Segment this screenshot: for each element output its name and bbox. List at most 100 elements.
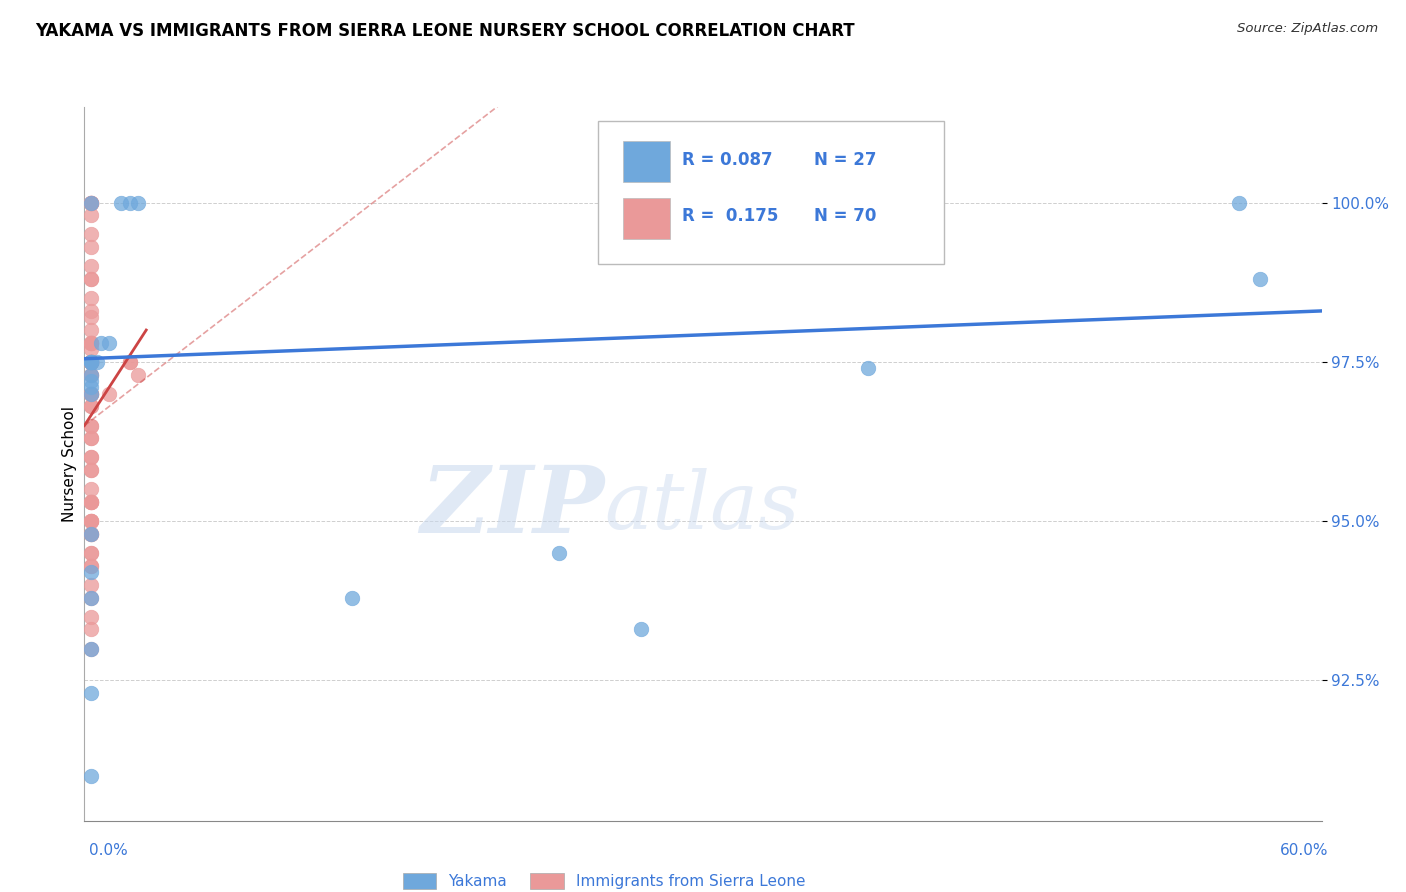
- Point: [79, 355, 101, 369]
- Point: [79, 386, 101, 401]
- Point: [79, 495, 101, 509]
- Point: [79, 355, 101, 369]
- Text: Source: ZipAtlas.com: Source: ZipAtlas.com: [1237, 22, 1378, 36]
- Point: [79, 527, 101, 541]
- Point: [79, 355, 101, 369]
- Point: [79, 558, 101, 573]
- Point: [79, 623, 101, 637]
- Point: [79, 342, 101, 356]
- Point: [79, 463, 101, 477]
- Text: 0.0%: 0.0%: [89, 843, 128, 858]
- Point: [98, 386, 121, 401]
- Point: [1249, 272, 1271, 286]
- Point: [79, 609, 101, 624]
- Point: [79, 483, 101, 497]
- Point: [79, 310, 101, 325]
- Point: [79, 323, 101, 337]
- FancyBboxPatch shape: [623, 198, 669, 239]
- Text: N = 70: N = 70: [814, 207, 877, 225]
- Point: [127, 368, 149, 382]
- Point: [79, 272, 101, 286]
- Point: [79, 195, 101, 210]
- Point: [79, 260, 101, 274]
- Point: [79, 355, 101, 369]
- Point: [110, 195, 132, 210]
- Point: [79, 195, 101, 210]
- Point: [79, 431, 101, 445]
- Point: [79, 495, 101, 509]
- Point: [79, 368, 101, 382]
- Point: [79, 514, 101, 528]
- Point: [79, 335, 101, 350]
- Point: [79, 769, 101, 783]
- Point: [79, 368, 101, 382]
- Point: [118, 195, 141, 210]
- Point: [79, 380, 101, 394]
- Point: [79, 195, 101, 210]
- FancyBboxPatch shape: [623, 141, 669, 182]
- Point: [79, 335, 101, 350]
- Legend: Yakama, Immigrants from Sierra Leone: Yakama, Immigrants from Sierra Leone: [396, 867, 811, 892]
- Point: [856, 361, 879, 376]
- Point: [79, 495, 101, 509]
- Point: [79, 495, 101, 509]
- Point: [79, 641, 101, 656]
- Point: [79, 355, 101, 369]
- Point: [98, 335, 121, 350]
- Point: [127, 195, 149, 210]
- Point: [79, 514, 101, 528]
- Point: [79, 386, 101, 401]
- Point: [79, 355, 101, 369]
- Point: [79, 355, 101, 369]
- Point: [79, 355, 101, 369]
- Point: [79, 591, 101, 605]
- Point: [79, 374, 101, 388]
- Point: [79, 355, 101, 369]
- Point: [79, 355, 101, 369]
- Point: [1227, 195, 1250, 210]
- Point: [118, 355, 141, 369]
- Point: [79, 686, 101, 700]
- FancyBboxPatch shape: [598, 121, 945, 264]
- Point: [79, 450, 101, 465]
- Point: [79, 418, 101, 433]
- Text: 60.0%: 60.0%: [1281, 843, 1329, 858]
- Point: [79, 335, 101, 350]
- Point: [90, 335, 112, 350]
- Text: ZIP: ZIP: [420, 462, 605, 551]
- Point: [79, 335, 101, 350]
- Point: [79, 386, 101, 401]
- Point: [79, 195, 101, 210]
- Point: [79, 355, 101, 369]
- Point: [79, 208, 101, 222]
- Point: [79, 514, 101, 528]
- Point: [342, 591, 364, 605]
- Text: YAKAMA VS IMMIGRANTS FROM SIERRA LEONE NURSERY SCHOOL CORRELATION CHART: YAKAMA VS IMMIGRANTS FROM SIERRA LEONE N…: [35, 22, 855, 40]
- Point: [79, 272, 101, 286]
- Point: [79, 195, 101, 210]
- Point: [118, 355, 141, 369]
- Text: R = 0.087: R = 0.087: [682, 151, 772, 169]
- Point: [79, 195, 101, 210]
- Point: [79, 450, 101, 465]
- Point: [547, 546, 569, 560]
- Point: [79, 546, 101, 560]
- Point: [79, 565, 101, 579]
- Point: [79, 355, 101, 369]
- Point: [79, 304, 101, 318]
- Point: [79, 527, 101, 541]
- Point: [79, 558, 101, 573]
- Point: [79, 527, 101, 541]
- Y-axis label: Nursery School: Nursery School: [62, 406, 77, 522]
- Point: [79, 527, 101, 541]
- Point: [79, 463, 101, 477]
- Point: [79, 641, 101, 656]
- Point: [79, 591, 101, 605]
- Point: [79, 514, 101, 528]
- Point: [79, 386, 101, 401]
- Point: [79, 546, 101, 560]
- Point: [86, 355, 108, 369]
- Point: [79, 400, 101, 414]
- Point: [79, 368, 101, 382]
- Point: [79, 400, 101, 414]
